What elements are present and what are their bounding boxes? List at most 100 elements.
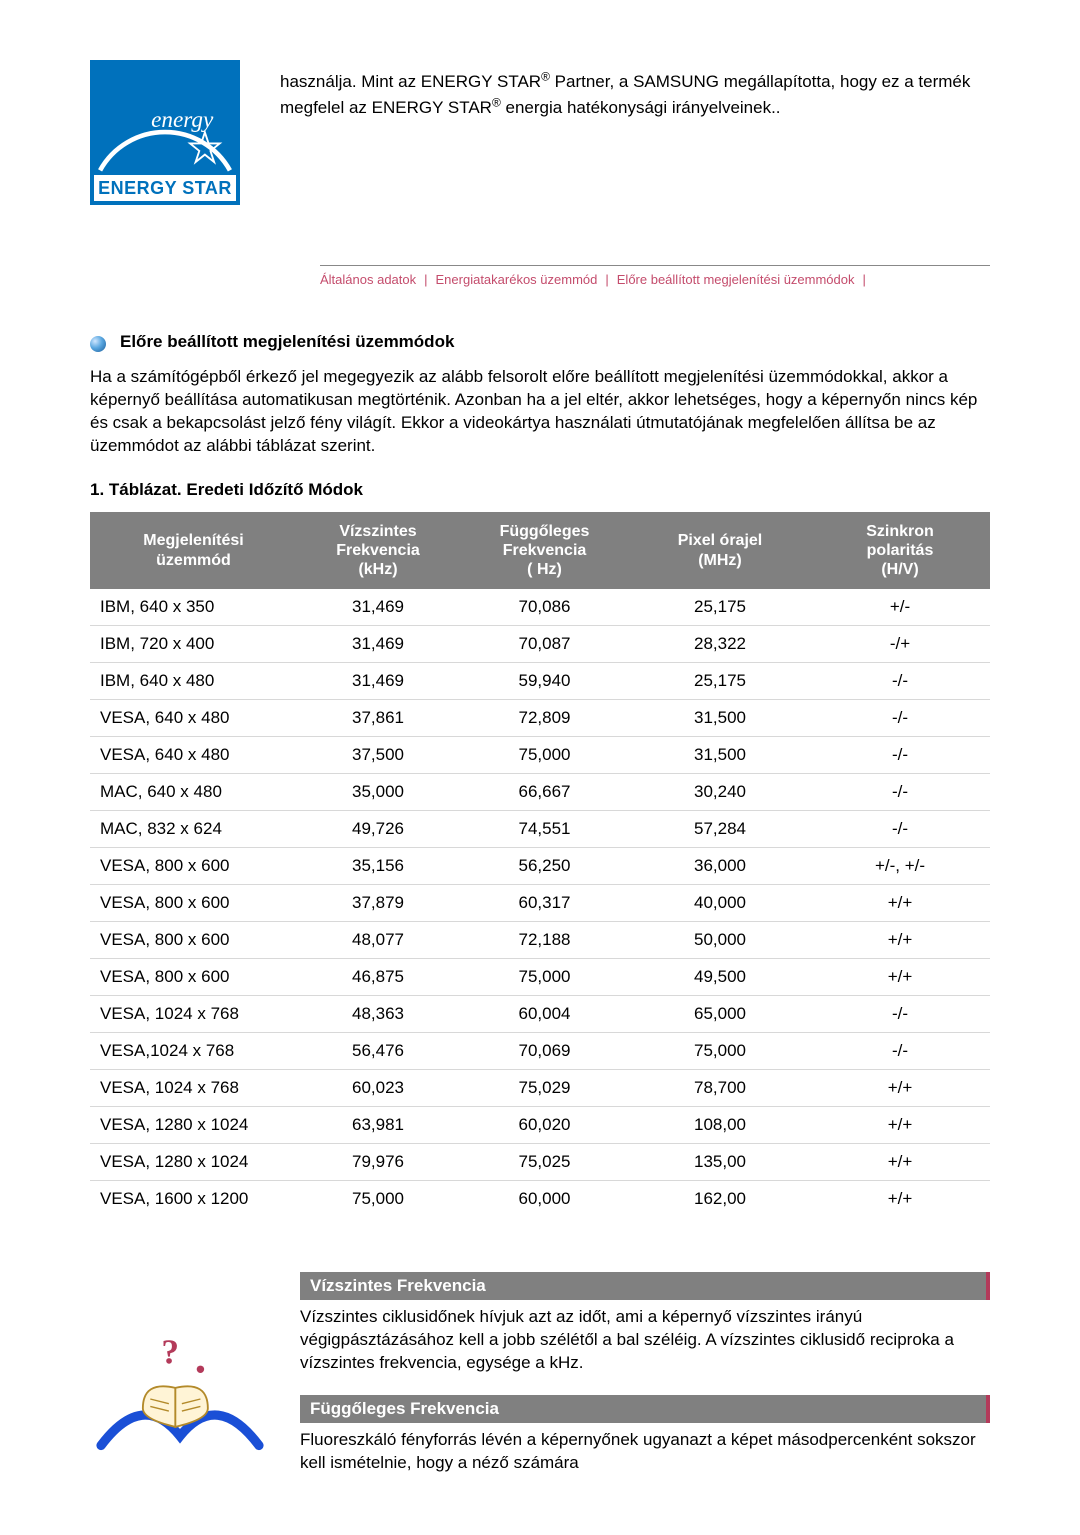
table-cell: VESA, 800 x 600 [90, 922, 297, 959]
table-row: VESA, 1280 x 102463,98160,020108,00+/+ [90, 1107, 990, 1144]
table-cell: VESA, 800 x 600 [90, 885, 297, 922]
nav-item-preset[interactable]: Előre beállított megjelenítési üzemmódok [617, 272, 855, 287]
table-cell: 72,188 [459, 922, 630, 959]
table-cell: -/- [810, 811, 990, 848]
table-cell: 49,500 [630, 959, 810, 996]
table-row: IBM, 720 x 40031,46970,08728,322-/+ [90, 626, 990, 663]
table-cell: 162,00 [630, 1181, 810, 1218]
table-cell: -/- [810, 737, 990, 774]
nav-item-general[interactable]: Általános adatok [320, 272, 416, 287]
table-row: VESA,1024 x 76856,47670,06975,000-/- [90, 1033, 990, 1070]
table-row: MAC, 832 x 62449,72674,55157,284-/- [90, 811, 990, 848]
table-cell: 70,087 [459, 626, 630, 663]
table-cell: 35,000 [297, 774, 459, 811]
energy-star-logo: energy ENERGY STAR [90, 60, 240, 205]
table-row: IBM, 640 x 35031,46970,08625,175+/- [90, 589, 990, 626]
table-cell: VESA, 1280 x 1024 [90, 1107, 297, 1144]
table-cell: 75,029 [459, 1070, 630, 1107]
table-cell: 75,025 [459, 1144, 630, 1181]
table-cell: 75,000 [459, 959, 630, 996]
definitions-stack: Vízszintes Frekvencia Vízszintes ciklusi… [300, 1272, 990, 1495]
table-cell: +/+ [810, 922, 990, 959]
col-header-mode: Megjelenítésiüzemmód [90, 512, 297, 590]
table-cell: 75,000 [297, 1181, 459, 1218]
table-cell: IBM, 640 x 350 [90, 589, 297, 626]
intro-section: energy ENERGY STAR használja. Mint az EN… [90, 60, 990, 205]
table-cell: 40,000 [630, 885, 810, 922]
table-cell: VESA, 1024 x 768 [90, 1070, 297, 1107]
table-cell: IBM, 640 x 480 [90, 663, 297, 700]
table-cell: 36,000 [630, 848, 810, 885]
table-cell: 60,023 [297, 1070, 459, 1107]
table-cell: 31,469 [297, 626, 459, 663]
table-cell: VESA,1024 x 768 [90, 1033, 297, 1070]
table-cell: -/+ [810, 626, 990, 663]
def-body-hfreq: Vízszintes ciklusidőnek hívjuk azt az id… [300, 1306, 990, 1375]
svg-text:?: ? [161, 1334, 179, 1372]
table-cell: 57,284 [630, 811, 810, 848]
table-cell: VESA, 1600 x 1200 [90, 1181, 297, 1218]
svg-text:energy: energy [151, 107, 214, 133]
table-row: MAC, 640 x 48035,00066,66730,240-/- [90, 774, 990, 811]
table-cell: 25,175 [630, 663, 810, 700]
table-cell: 135,00 [630, 1144, 810, 1181]
definitions-section: ? Vízszintes Frekvencia Vízszintes ciklu… [90, 1272, 990, 1495]
table-cell: 56,250 [459, 848, 630, 885]
table-cell: VESA, 640 x 480 [90, 700, 297, 737]
table-cell: 75,000 [630, 1033, 810, 1070]
table-cell: +/+ [810, 1181, 990, 1218]
table-cell: 75,000 [459, 737, 630, 774]
table-cell: -/- [810, 700, 990, 737]
table-cell: 31,500 [630, 737, 810, 774]
table-cell: 70,086 [459, 589, 630, 626]
table-cell: 60,000 [459, 1181, 630, 1218]
intro-text-run: használja. Mint az ENERGY STAR® Partner,… [280, 72, 970, 117]
table-cell: 60,317 [459, 885, 630, 922]
table-cell: 48,363 [297, 996, 459, 1033]
table-cell: 56,476 [297, 1033, 459, 1070]
def-body-vfreq: Fluoreszkáló fényforrás lévén a képernyő… [300, 1429, 990, 1475]
table-cell: MAC, 640 x 480 [90, 774, 297, 811]
table-row: VESA, 1600 x 120075,00060,000162,00+/+ [90, 1181, 990, 1218]
energy-star-band: ENERGY STAR [90, 175, 240, 205]
table-cell: 78,700 [630, 1070, 810, 1107]
def-header-vfreq: Függőleges Frekvencia [300, 1395, 990, 1423]
table-cell: 37,500 [297, 737, 459, 774]
table-cell: 31,500 [630, 700, 810, 737]
table-cell: 31,469 [297, 589, 459, 626]
table-row: VESA, 1024 x 76848,36360,00465,000-/- [90, 996, 990, 1033]
table-cell: 35,156 [297, 848, 459, 885]
table-cell: VESA, 800 x 600 [90, 848, 297, 885]
col-header-pixclock: Pixel órajel(MHz) [630, 512, 810, 590]
table-row: IBM, 640 x 48031,46959,94025,175-/- [90, 663, 990, 700]
definitions-illustration: ? [90, 1272, 270, 1495]
table-row: VESA, 800 x 60037,87960,31740,000+/+ [90, 885, 990, 922]
table-cell: VESA, 800 x 600 [90, 959, 297, 996]
table-head: Megjelenítésiüzemmód VízszintesFrekvenci… [90, 512, 990, 590]
col-header-polarity: Szinkronpolaritás(H/V) [810, 512, 990, 590]
table-row: VESA, 640 x 48037,86172,80931,500-/- [90, 700, 990, 737]
table-cell: 60,020 [459, 1107, 630, 1144]
table-cell: 30,240 [630, 774, 810, 811]
energy-star-arc-icon: energy [90, 73, 240, 175]
table-cell: 49,726 [297, 811, 459, 848]
section-heading: Előre beállított megjelenítési üzemmódok [90, 332, 990, 352]
def-header-hfreq: Vízszintes Frekvencia [300, 1272, 990, 1300]
table-cell: 108,00 [630, 1107, 810, 1144]
table-cell: IBM, 720 x 400 [90, 626, 297, 663]
table-row: VESA, 800 x 60046,87575,00049,500+/+ [90, 959, 990, 996]
table-cell: 65,000 [630, 996, 810, 1033]
nav-item-powersave[interactable]: Energiatakarékos üzemmód [436, 272, 598, 287]
nav-sep: | [855, 272, 874, 287]
table-cell: 46,875 [297, 959, 459, 996]
table-cell: 50,000 [630, 922, 810, 959]
table-cell: -/- [810, 663, 990, 700]
table-cell: -/- [810, 1033, 990, 1070]
table-row: VESA, 640 x 48037,50075,00031,500-/- [90, 737, 990, 774]
table-row: VESA, 1024 x 76860,02375,02978,700+/+ [90, 1070, 990, 1107]
table-cell: 63,981 [297, 1107, 459, 1144]
table-cell: +/+ [810, 1070, 990, 1107]
table-cell: +/+ [810, 959, 990, 996]
col-header-vfreq: FüggőlegesFrekvencia( Hz) [459, 512, 630, 590]
sphere-bullet-icon [90, 336, 106, 352]
